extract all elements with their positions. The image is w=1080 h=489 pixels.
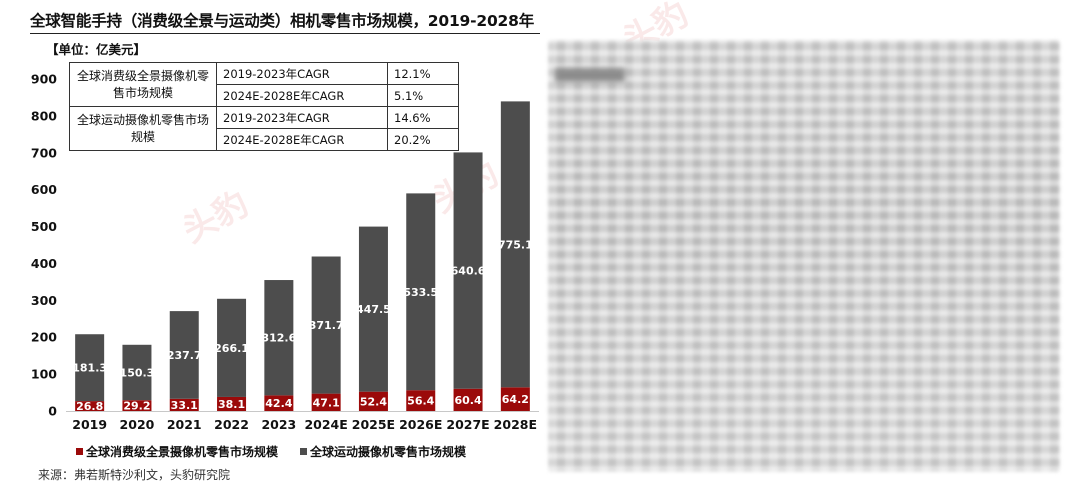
data-label: 266.1 [214, 342, 249, 355]
x-tick-label: 2025E [352, 417, 395, 432]
y-tick-label: 600 [31, 182, 57, 197]
bar-sports-camera [311, 256, 341, 394]
data-label: 33.1 [171, 399, 198, 412]
legend-label: 全球运动摄像机零售市场规模 [310, 445, 467, 459]
data-label: 52.4 [360, 395, 387, 408]
data-label: 150.3 [120, 367, 155, 380]
x-tick-label: 2020 [120, 417, 155, 432]
y-tick-label: 700 [31, 145, 57, 160]
data-label: 42.4 [265, 397, 292, 410]
x-tick-label: 2027E [446, 417, 489, 432]
legend-swatch [300, 448, 308, 455]
data-label: 447.5 [356, 303, 391, 316]
legend-swatch [76, 448, 83, 455]
bar-consumer-panoramic [122, 400, 152, 411]
data-label: 312.6 [261, 332, 296, 345]
bar-sports-camera [500, 101, 530, 388]
y-tick-label: 900 [31, 72, 57, 87]
bar-consumer-panoramic [311, 393, 341, 411]
unit-label: 【单位：亿美元】 [46, 42, 147, 57]
data-label: 38.1 [218, 398, 245, 411]
data-label: 533.5 [403, 286, 438, 299]
bar-sports-camera [453, 152, 483, 389]
bar-sports-camera [169, 311, 199, 399]
title-underline [30, 33, 540, 34]
bar-sports-camera [75, 334, 105, 402]
bar-sports-camera [406, 193, 436, 391]
y-tick-label: 500 [31, 219, 57, 234]
data-label: 775.1 [498, 238, 533, 251]
cagr-table: 全球消费级全景摄像机零售市场规模 2019-2023年CAGR 12.1% 20… [69, 62, 459, 151]
legend-label: 全球消费级全景摄像机零售市场规模 [86, 445, 279, 459]
chart-legend: 全球消费级全景摄像机零售市场规模 全球运动摄像机零售市场规模 [76, 443, 466, 460]
table-row: 全球运动摄像机零售市场规模 2019-2023年CAGR 14.6% [69, 106, 459, 151]
bar-consumer-panoramic [217, 396, 247, 411]
bar-consumer-panoramic [75, 401, 105, 411]
bar-sports-camera [358, 226, 388, 392]
bar-consumer-panoramic [264, 395, 294, 411]
table-cell-rate: 14.6% [387, 106, 459, 129]
x-tick-label: 2023 [261, 417, 296, 432]
bar-sports-camera [217, 298, 247, 397]
source-note: 来源：弗若斯特沙利文，头豹研究院 [38, 468, 231, 482]
table-cell-rate: 20.2% [387, 128, 459, 151]
data-label: 29.2 [123, 400, 150, 413]
data-label: 371.7 [309, 319, 344, 332]
bar-consumer-panoramic [169, 398, 199, 411]
y-tick-label: 200 [31, 330, 57, 345]
x-tick-label: 2028E [494, 417, 537, 432]
table-cell-market: 全球消费级全景摄像机零售市场规模 [69, 62, 217, 107]
x-tick-label: 2024E [304, 417, 347, 432]
table-row: 2024E-2028E年CAGR 20.2% [70, 128, 459, 151]
data-label: 181.3 [72, 362, 107, 375]
data-label: 640.6 [451, 265, 486, 278]
blurred-region [548, 40, 1060, 472]
bar-sports-camera [122, 344, 152, 401]
x-tick-label: 2019 [72, 417, 107, 432]
chart-title: 全球智能手持（消费级全景与运动类）相机零售市场规模，2019-2028年 [30, 12, 535, 30]
bar-consumer-panoramic [453, 388, 483, 411]
data-label: 56.4 [407, 395, 434, 408]
data-label: 47.1 [313, 396, 340, 409]
table-cell-period: 2019-2023年CAGR [216, 106, 388, 129]
legend-item-consumer-panoramic: 全球消费级全景摄像机零售市场规模 [76, 443, 278, 460]
y-tick-label: 400 [31, 256, 57, 271]
table-cell-period: 2024E-2028E年CAGR [216, 84, 388, 107]
y-tick-label: 0 [48, 404, 57, 419]
blurred-heading [555, 68, 625, 82]
table-cell-period: 2019-2023年CAGR [216, 62, 388, 85]
y-tick-label: 300 [31, 293, 57, 308]
data-label: 64.2 [502, 393, 529, 406]
x-tick-label: 2021 [167, 417, 202, 432]
table-cell-rate: 5.1% [387, 84, 459, 107]
bar-consumer-panoramic [358, 391, 388, 411]
stacked-bar-chart: 0 100 200 300 400 500 600 700 800 900 26.8 181.3 201… [31, 72, 539, 432]
legend-item-sports-camera: 全球运动摄像机零售市场规模 [300, 443, 466, 460]
data-label: 26.8 [76, 400, 103, 413]
table-cell-rate: 12.1% [387, 62, 459, 85]
y-tick-label: 800 [31, 108, 57, 123]
bar-sports-camera [264, 280, 294, 396]
x-tick-label: 2022 [214, 417, 249, 432]
bar-consumer-panoramic [500, 387, 530, 411]
y-tick-label: 100 [31, 367, 57, 382]
bar-consumer-panoramic [406, 390, 436, 411]
data-label: 237.7 [167, 349, 202, 362]
x-tick-label: 2026E [399, 417, 442, 432]
table-cell-period: 2024E-2028E年CAGR [216, 128, 388, 151]
data-label: 60.4 [454, 394, 481, 407]
table-row: 全球消费级全景摄像机零售市场规模 2019-2023年CAGR 12.1% [69, 62, 459, 107]
table-cell-market: 全球运动摄像机零售市场规模 [69, 106, 217, 151]
